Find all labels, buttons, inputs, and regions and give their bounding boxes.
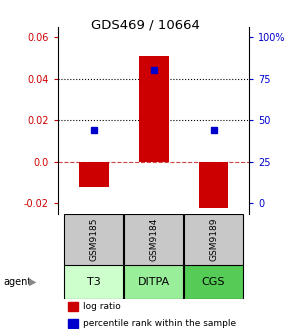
Text: percentile rank within the sample: percentile rank within the sample <box>83 319 236 328</box>
Text: ▶: ▶ <box>29 277 37 287</box>
Text: agent: agent <box>3 277 31 287</box>
Text: T3: T3 <box>87 277 101 287</box>
Bar <box>184 214 243 265</box>
Bar <box>68 319 78 328</box>
Text: log ratio: log ratio <box>83 302 121 311</box>
Text: GDS469 / 10664: GDS469 / 10664 <box>90 18 200 32</box>
Bar <box>199 162 229 208</box>
Bar <box>64 214 124 265</box>
Bar <box>124 265 183 299</box>
Bar <box>184 265 243 299</box>
Text: GSM9189: GSM9189 <box>209 217 218 261</box>
Text: GSM9185: GSM9185 <box>89 217 98 261</box>
Text: DITPA: DITPA <box>138 277 170 287</box>
Bar <box>64 265 124 299</box>
Bar <box>68 302 78 311</box>
Bar <box>124 214 183 265</box>
Text: GSM9184: GSM9184 <box>149 217 158 261</box>
Text: CGS: CGS <box>202 277 225 287</box>
Bar <box>79 162 109 187</box>
Bar <box>139 56 169 162</box>
